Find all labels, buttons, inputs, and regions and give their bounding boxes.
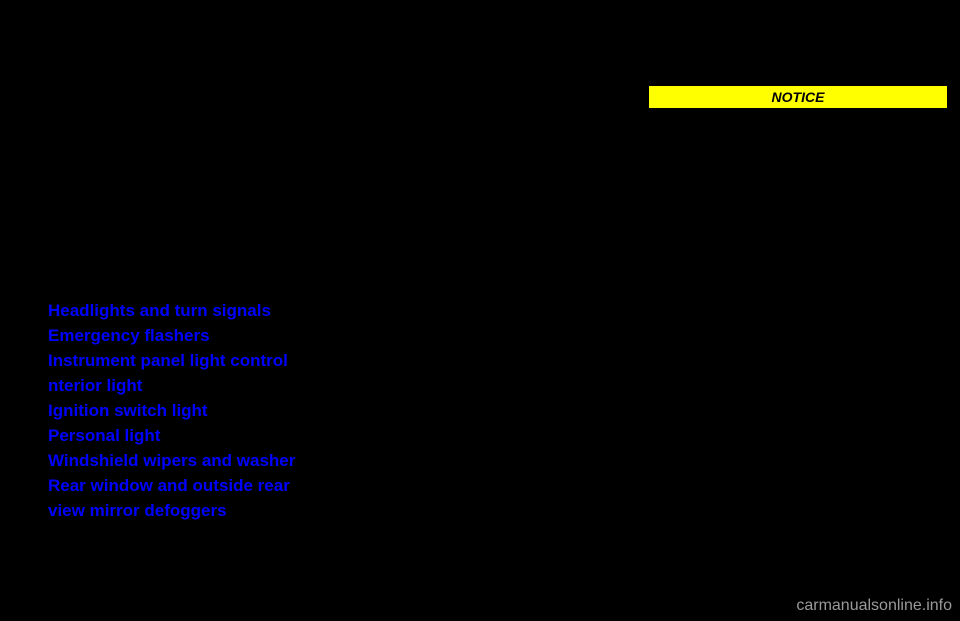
table-of-contents: Headlights and turn signals Emergency fl… xyxy=(48,300,388,524)
toc-item[interactable]: Instrument panel light control xyxy=(48,350,388,373)
toc-item[interactable]: Headlights and turn signals xyxy=(48,300,388,323)
toc-item[interactable]: view mirror defoggers xyxy=(48,500,388,523)
page-container: NOTICE Headlights and turn signals Emerg… xyxy=(0,0,960,621)
toc-item[interactable]: nterior light xyxy=(48,375,388,398)
toc-item[interactable]: Personal light xyxy=(48,425,388,448)
toc-item[interactable]: Rear window and outside rear xyxy=(48,475,388,498)
watermark: carmanualsonline.info xyxy=(796,597,952,615)
toc-item[interactable]: Windshield wipers and washer xyxy=(48,450,388,473)
toc-item[interactable]: Emergency flashers xyxy=(48,325,388,348)
notice-label: NOTICE xyxy=(772,89,825,105)
notice-box: NOTICE xyxy=(648,85,948,109)
toc-item[interactable]: Ignition switch light xyxy=(48,400,388,423)
